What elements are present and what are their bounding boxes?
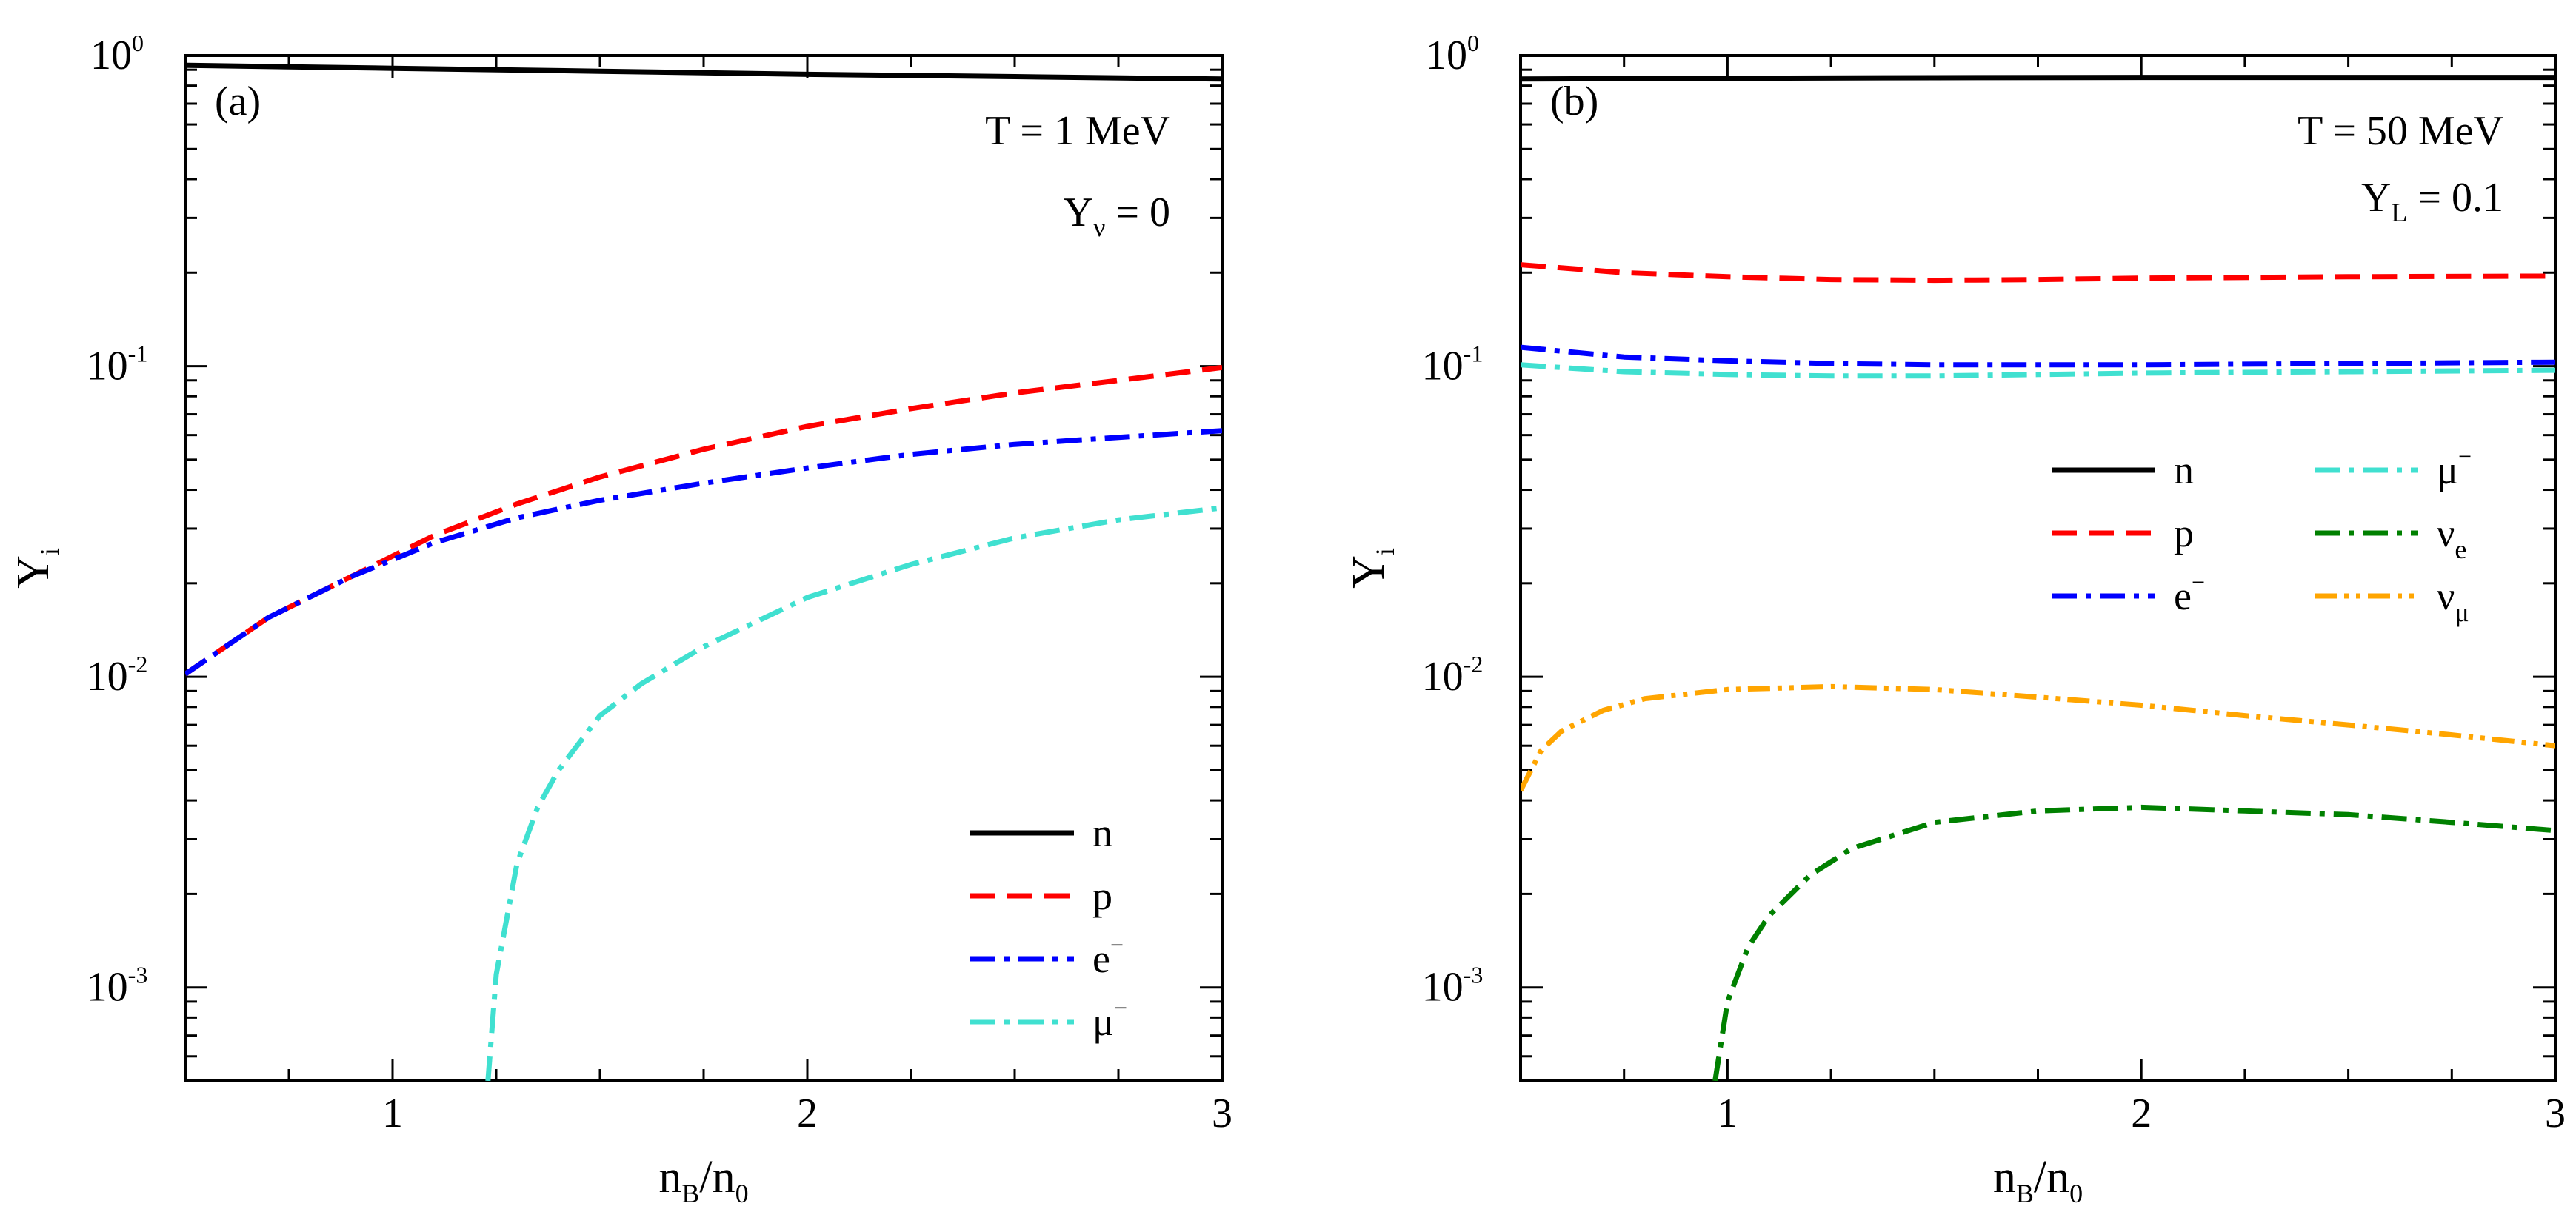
x-axis-label: nB/n0 (658, 1152, 748, 1208)
series-line-4 (1712, 804, 2555, 1081)
panel-label: (b) (1550, 78, 1598, 124)
y-tick-label: 10-2 (87, 651, 148, 700)
legend-label: n (1092, 811, 1112, 855)
annotation: T = 50 MeV (2298, 108, 2503, 154)
panel-b: 1 2 3 100 10-1 10-2 10-3 nB/n0 Yi (b) T = 50 MeV YL… (1344, 30, 2566, 1208)
y-tick-label: 100 (90, 30, 144, 78)
x-tick-label: 1 (1717, 1091, 1738, 1136)
legend: np e− μ− νe νμ (2052, 443, 2472, 627)
y-axis-label: Yi (8, 548, 64, 589)
annotation: T = 1 MeV (985, 108, 1170, 154)
x-axis-label: nB/n0 (1993, 1152, 2083, 1208)
annotation: YL = 0.1 (2361, 175, 2503, 227)
series-line-0 (1521, 75, 2555, 82)
series-line-2 (1521, 344, 2555, 368)
series-line-3 (1521, 362, 2555, 379)
legend-label: μ− (2437, 443, 2472, 492)
annotation: Yν = 0 (1064, 190, 1170, 242)
legend-label: e− (2174, 569, 2205, 618)
legend-label: μ− (1092, 994, 1127, 1044)
legend-label: νμ (2437, 574, 2469, 627)
panel-label: (a) (215, 78, 261, 124)
series-line-0 (185, 62, 1222, 82)
legend-label: e− (1092, 931, 1124, 981)
y-tick-label: 100 (1426, 30, 1479, 78)
x-tick-label: 2 (2131, 1091, 2152, 1136)
series-line-3 (485, 505, 1222, 1081)
y-tick-label: 10-2 (1422, 651, 1484, 700)
y-tick-label: 10-1 (87, 341, 148, 389)
x-tick-label: 1 (382, 1091, 403, 1136)
legend-label: p (1092, 874, 1112, 918)
y-tick-label: 10-1 (1422, 341, 1484, 389)
y-axis-label: Yi (1344, 548, 1400, 589)
series-line-1 (1521, 262, 2555, 284)
y-tick-label: 10-3 (1422, 962, 1484, 1011)
y-tick-label: 10-3 (87, 962, 148, 1011)
legend: np e− μ− (970, 811, 1127, 1044)
legend-label: n (2174, 448, 2194, 492)
series-line-2 (185, 428, 1222, 677)
legend-label: p (2174, 511, 2194, 555)
legend-label: νe (2437, 511, 2466, 564)
x-tick-label: 3 (2545, 1091, 2566, 1136)
series-line-5 (1521, 683, 2555, 792)
series-line-1 (185, 364, 1222, 677)
x-tick-label: 3 (1212, 1091, 1232, 1136)
panel-a: 1 2 3 100 10-1 10-2 10-3 nB/n0 Yi (a) T = 1 MeV Yν … (8, 30, 1232, 1208)
x-tick-label: 2 (797, 1091, 818, 1136)
